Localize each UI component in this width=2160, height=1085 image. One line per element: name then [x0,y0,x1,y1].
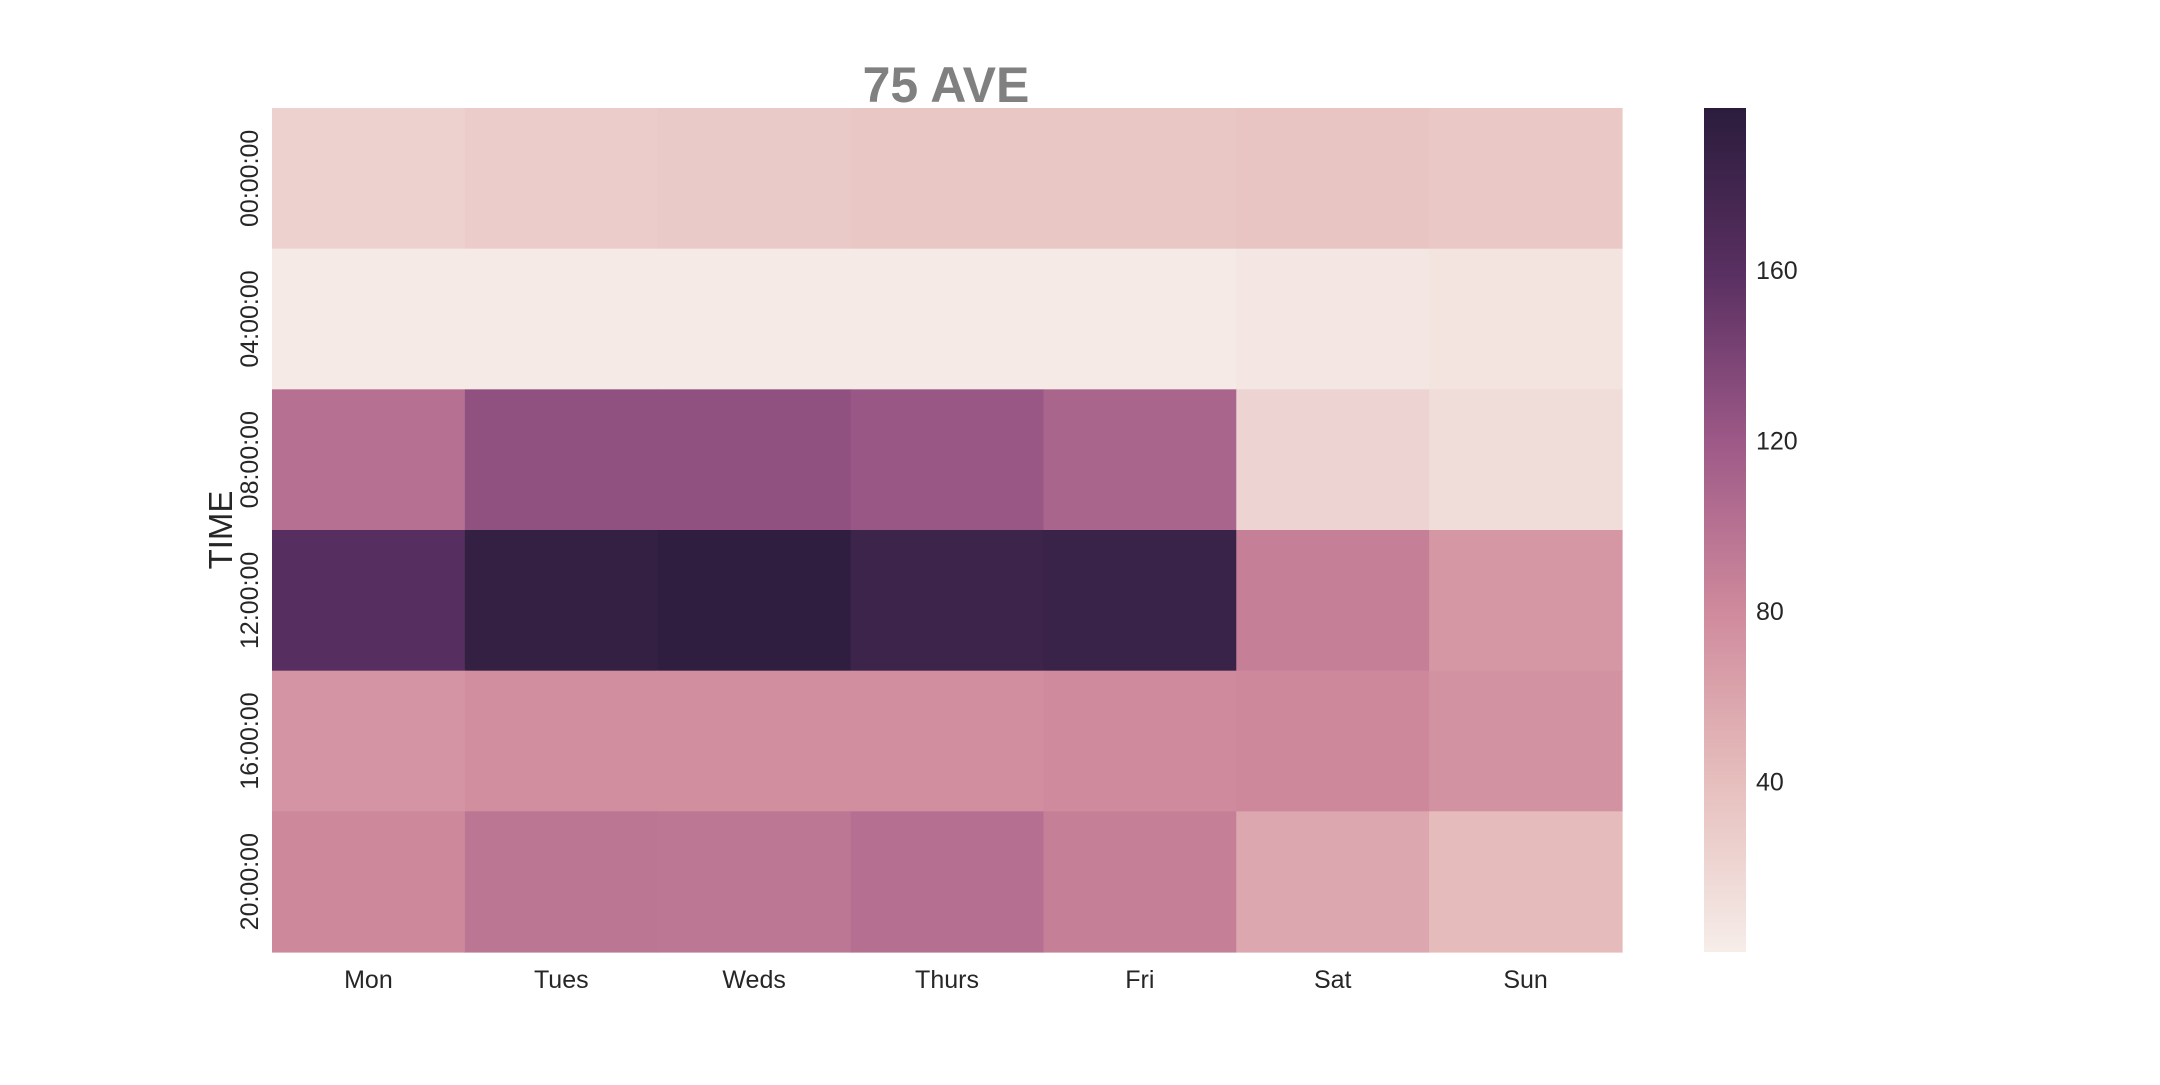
heatmap-cell-080000-tues [464,389,659,531]
chart-title: 75 AVE [863,57,1030,113]
x-tick-label: Sun [1503,966,1547,994]
heatmap-cells [272,108,1623,953]
heatmap-cell-160000-weds [657,670,852,812]
heatmap-cell-080000-sun [1429,389,1623,531]
heatmap-cell-200000-sun [1429,811,1623,953]
heatmap-cell-120000-tues [464,530,659,672]
heatmap-cell-040000-thurs [850,248,1045,390]
y-axis-label: TIME [202,491,239,570]
colorbar-tick-label: 160 [1756,257,1798,285]
colorbar [1704,108,1746,952]
heatmap-cell-080000-fri [1043,389,1237,531]
x-tick-label: Tues [534,966,589,994]
heatmap-cell-040000-mon [272,248,466,390]
heatmap-cell-040000-fri [1043,248,1237,390]
x-tick-label: Thurs [915,966,979,994]
heatmap-cell-080000-mon [272,389,466,531]
heatmap-cell-000000-mon [272,108,466,250]
heatmap-cell-120000-thurs [850,530,1045,672]
heatmap-cell-120000-fri [1043,530,1237,672]
y-tick-label: 12:00:00 [236,552,264,649]
colorbar-tick-label: 40 [1756,768,1784,796]
heatmap-cell-000000-sun [1429,108,1623,250]
y-tick-label: 00:00:00 [236,130,264,227]
y-tick-label: 16:00:00 [236,692,264,789]
heatmap-cell-040000-sat [1236,248,1430,390]
heatmap-cell-160000-sun [1429,670,1623,812]
heatmap-cell-200000-mon [272,811,466,953]
heatmap-cell-160000-tues [464,670,659,812]
heatmap-cell-120000-sun [1429,530,1623,672]
x-tick-label: Weds [722,966,785,994]
heatmap-cell-120000-mon [272,530,466,672]
heatmap-cell-000000-thurs [850,108,1045,250]
x-tick-label: Fri [1125,966,1154,994]
heatmap-cell-200000-fri [1043,811,1237,953]
heatmap-cell-200000-weds [657,811,852,953]
heatmap-cell-120000-weds [657,530,852,672]
colorbar-tick-label: 80 [1756,598,1784,626]
colorbar-tick-label: 120 [1756,427,1798,455]
colorbar-ticks: 40 80 120 160 [1756,257,1798,797]
heatmap-cell-120000-sat [1236,530,1430,672]
y-axis-ticks: 00:00:00 04:00:00 08:00:00 12:00:00 16:00:00… [236,130,264,931]
heatmap-cell-080000-thurs [850,389,1045,531]
heatmap-cell-000000-tues [464,108,659,250]
y-tick-label: 04:00:00 [236,270,264,367]
heatmap-cell-200000-tues [464,811,659,953]
y-tick-label: 08:00:00 [236,411,264,508]
x-tick-label: Sat [1314,966,1352,994]
heatmap-cell-200000-sat [1236,811,1430,953]
heatmap-cell-000000-sat [1236,108,1430,250]
y-tick-label: 20:00:00 [236,833,264,930]
heatmap-cell-040000-sun [1429,248,1623,390]
heatmap-cell-200000-thurs [850,811,1045,953]
heatmap-cell-040000-tues [464,248,659,390]
heatmap-cell-160000-mon [272,670,466,812]
x-tick-label: Mon [344,966,393,994]
x-axis-ticks: Mon Tues Weds Thurs Fri Sat Sun [344,966,1548,994]
heatmap-cell-160000-fri [1043,670,1237,812]
heatmap-cell-080000-weds [657,389,852,531]
heatmap-cell-160000-sat [1236,670,1430,812]
heatmap-cell-160000-thurs [850,670,1045,812]
heatmap-cell-000000-weds [657,108,852,250]
heatmap-cell-000000-fri [1043,108,1237,250]
heatmap-cell-080000-sat [1236,389,1430,531]
heatmap-cell-040000-weds [657,248,852,390]
